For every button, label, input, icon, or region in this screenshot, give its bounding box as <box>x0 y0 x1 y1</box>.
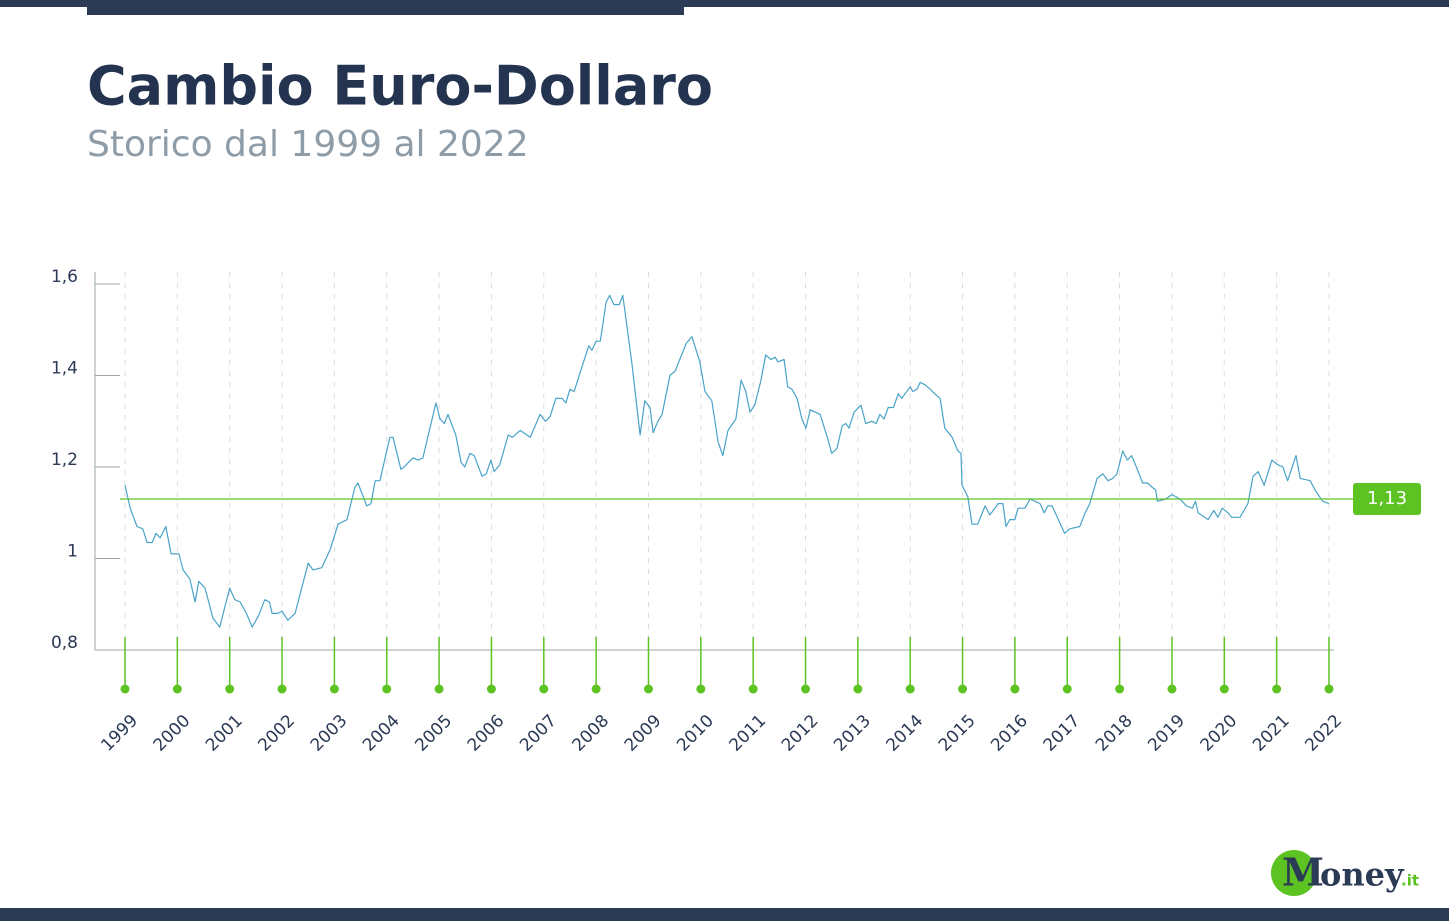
x-tick-label: 2013 <box>830 711 875 756</box>
x-tick-dot <box>1010 684 1020 694</box>
x-tick-label: 2017 <box>1040 711 1085 756</box>
top-bar-accent <box>87 0 684 15</box>
x-tick-label: 2006 <box>464 711 509 756</box>
x-tick-label: 2000 <box>150 711 195 756</box>
x-tick-dot <box>277 684 287 694</box>
x-tick-label: 2003 <box>307 711 352 756</box>
chart-title: Cambio Euro-Dollaro <box>87 55 713 118</box>
x-tick-dot <box>486 684 496 694</box>
x-tick-label: 2002 <box>254 711 299 756</box>
y-tick-label: 1,2 <box>51 450 78 470</box>
logo-text: oney <box>1320 856 1405 894</box>
logo-initial: M <box>1282 850 1324 895</box>
y-tick-label: 1,4 <box>51 359 78 379</box>
x-tick-label: 2016 <box>987 711 1032 756</box>
x-tick-dot <box>696 684 706 694</box>
reference-label: 1,13 <box>1367 488 1407 509</box>
x-tick-label: 1999 <box>97 711 142 756</box>
x-tick-dot <box>1115 684 1125 694</box>
x-tick-dot <box>539 684 549 694</box>
x-tick-label: 2019 <box>1144 711 1189 756</box>
x-tick-label: 2021 <box>1249 711 1294 756</box>
bottom-bar <box>0 908 1449 921</box>
x-tick-label: 2010 <box>673 711 718 756</box>
y-tick-label: 1,6 <box>51 267 78 287</box>
x-tick-label: 2014 <box>883 711 928 756</box>
x-tick-dot <box>329 684 339 694</box>
x-tick-dot <box>434 684 444 694</box>
x-tick-label: 2015 <box>935 711 980 756</box>
x-tick-label: 2007 <box>516 711 561 756</box>
line-series <box>124 294 1330 628</box>
x-tick-label: 2022 <box>1301 711 1346 756</box>
x-tick-dot <box>591 684 601 694</box>
x-tick-dot <box>172 684 182 694</box>
x-tick-dot <box>853 684 863 694</box>
x-tick-dot <box>1062 684 1072 694</box>
y-tick-label: 1 <box>67 542 78 562</box>
x-tick-dot <box>801 684 811 694</box>
x-tick-label: 2009 <box>621 711 666 756</box>
x-tick-dot <box>1167 684 1177 694</box>
x-tick-label: 2011 <box>726 711 771 756</box>
x-tick-dot <box>1219 684 1229 694</box>
x-tick-dot <box>1272 684 1282 694</box>
x-tick-dot <box>643 684 653 694</box>
x-tick-dot <box>748 684 758 694</box>
logo-circle <box>1271 850 1317 896</box>
logo-suffix: .it <box>1401 872 1419 890</box>
x-tick-label: 2018 <box>1092 711 1137 756</box>
x-tick-label: 2001 <box>202 711 247 756</box>
logo: M oney .it <box>1271 850 1419 896</box>
x-tick-dot <box>958 684 968 694</box>
x-tick-label: 2020 <box>1197 711 1242 756</box>
x-tick-dot <box>120 684 130 694</box>
x-tick-label: 2005 <box>411 711 456 756</box>
reference-badge <box>1353 483 1421 516</box>
x-tick-label: 2008 <box>568 711 613 756</box>
x-tick-label: 2012 <box>778 711 823 756</box>
x-tick-dot <box>225 684 235 694</box>
chart-subtitle: Storico dal 1999 al 2022 <box>87 124 529 165</box>
top-bar <box>0 0 1449 7</box>
x-tick-label: 2004 <box>359 711 404 756</box>
x-tick-dot <box>905 684 915 694</box>
x-tick-dot <box>382 684 392 694</box>
x-tick-dot <box>1324 684 1334 694</box>
y-tick-label: 0,8 <box>51 633 78 653</box>
